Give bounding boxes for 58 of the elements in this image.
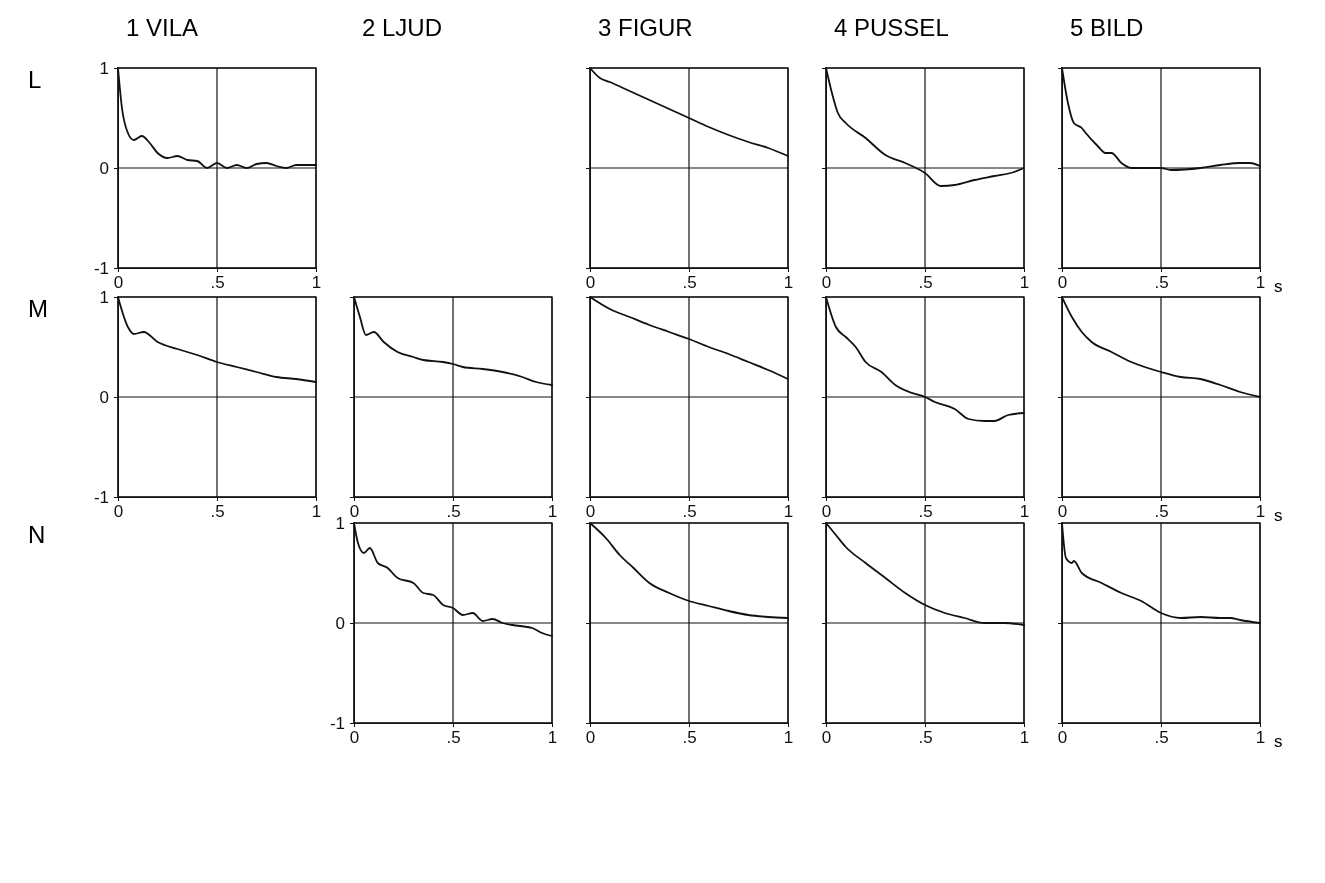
x-tick-label: .5 xyxy=(918,273,933,293)
x-tick-label: 1 xyxy=(783,502,794,522)
x-tick-label: .5 xyxy=(210,502,225,522)
x-tick-label: 0 xyxy=(821,273,832,293)
x-tick-label: 0 xyxy=(349,502,360,522)
chart-title: 5 BILD xyxy=(1070,14,1144,41)
y-tick-label: 1 xyxy=(99,58,109,78)
chart-title: 2 LJUD xyxy=(362,14,443,41)
x-tick-label: .5 xyxy=(682,502,697,522)
x-tick-label: 0 xyxy=(821,502,832,522)
x-tick-label: 0 xyxy=(1057,502,1068,522)
x-tick-label: 0 xyxy=(113,502,124,522)
chart-title: 3 FIGUR xyxy=(598,14,693,41)
x-tick-label: 0 xyxy=(585,273,596,293)
x-tick-label: 1 xyxy=(1019,502,1030,522)
x-tick-label: .5 xyxy=(682,273,697,293)
x-tick-label: 1 xyxy=(1255,502,1266,522)
x-tick-label: 1 xyxy=(783,273,794,293)
x-tick-label: .5 xyxy=(1154,728,1169,748)
y-tick-label: -1 xyxy=(93,487,109,507)
y-tick-label: -1 xyxy=(93,258,109,278)
x-tick-label: 1 xyxy=(311,502,322,522)
x-tick-label: 1 xyxy=(547,502,558,522)
y-tick-label: 1 xyxy=(99,287,109,307)
x-tick-label: 1 xyxy=(1255,273,1266,293)
x-tick-label: .5 xyxy=(682,728,697,748)
x-axis-title: s xyxy=(1274,277,1283,296)
x-tick-label: 1 xyxy=(547,728,558,748)
y-axis-title: M xyxy=(28,295,48,322)
x-tick-label: 0 xyxy=(821,728,832,748)
x-tick-label: .5 xyxy=(210,273,225,293)
x-tick-label: .5 xyxy=(918,728,933,748)
x-axis-title: s xyxy=(1274,506,1283,525)
x-tick-label: 1 xyxy=(1019,273,1030,293)
y-tick-label: 0 xyxy=(99,387,109,407)
x-tick-label: 1 xyxy=(1255,728,1266,748)
y-tick-label: -1 xyxy=(329,713,345,733)
x-tick-label: 1 xyxy=(1019,728,1030,748)
y-tick-label: 0 xyxy=(99,158,109,178)
x-tick-label: 0 xyxy=(1057,273,1068,293)
x-tick-label: 0 xyxy=(1057,728,1068,748)
y-tick-label: 0 xyxy=(335,613,345,633)
x-tick-label: 0 xyxy=(585,728,596,748)
x-tick-label: .5 xyxy=(1154,502,1169,522)
x-tick-label: 0 xyxy=(585,502,596,522)
x-tick-label: .5 xyxy=(1154,273,1169,293)
x-tick-label: 1 xyxy=(783,728,794,748)
x-axis-title: s xyxy=(1274,732,1283,751)
chart-title: 1 VILA xyxy=(126,14,199,41)
x-tick-label: .5 xyxy=(446,502,461,522)
y-axis-title: N xyxy=(28,521,46,548)
chart-title: 4 PUSSEL xyxy=(834,14,949,41)
x-tick-label: 0 xyxy=(349,728,360,748)
x-tick-label: 1 xyxy=(311,273,322,293)
y-axis-title: L xyxy=(28,66,42,93)
x-tick-label: .5 xyxy=(918,502,933,522)
x-tick-label: .5 xyxy=(446,728,461,748)
x-tick-label: 0 xyxy=(113,273,124,293)
